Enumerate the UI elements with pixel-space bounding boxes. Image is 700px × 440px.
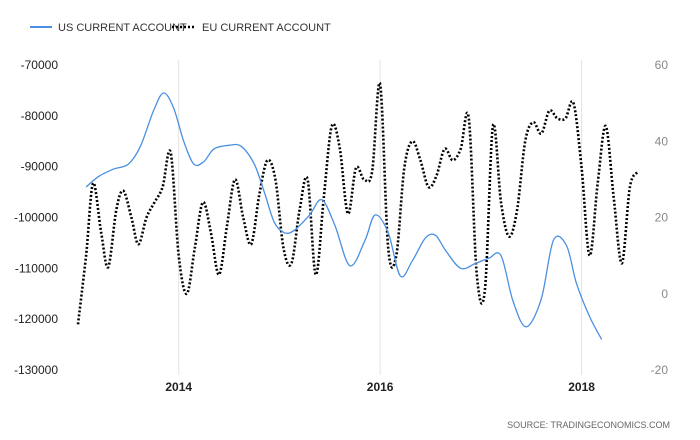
- source-label: SOURCE: TRADINGECONOMICS.COM: [507, 420, 670, 430]
- tick-right-0: 60: [655, 58, 669, 72]
- tick-right-4: -20: [651, 363, 669, 377]
- tick-left-1: -80000: [21, 109, 59, 123]
- tick-left-5: -120000: [14, 312, 58, 326]
- tick-x-1: 2016: [367, 380, 394, 394]
- axis-right: 60 40 20 0 -20: [651, 58, 669, 377]
- tick-left-0: -70000: [21, 58, 59, 72]
- series-layer: [76, 81, 640, 340]
- tick-right-2: 20: [655, 211, 669, 225]
- tick-left-6: -130000: [14, 363, 58, 377]
- axis-x: 2014 2016 2018: [165, 380, 595, 394]
- tick-right-3: 0: [661, 287, 668, 301]
- series-line-us: [85, 92, 603, 340]
- series-line-eu: [76, 81, 640, 325]
- legend-label-eu: EU CURRENT ACCOUNT: [202, 22, 331, 34]
- tick-right-1: 40: [655, 134, 669, 148]
- tick-left-4: -110000: [15, 261, 58, 275]
- tick-left-3: -100000: [14, 211, 58, 225]
- tick-x-2: 2018: [568, 380, 595, 394]
- legend: US CURRENT ACCOUNT EU CURRENT ACCOUNT: [30, 22, 331, 34]
- axis-left: -70000 -80000 -90000 -100000 -110000 -120000 -…: [14, 58, 58, 377]
- legend-label-us: US CURRENT ACCOUNT: [58, 22, 187, 34]
- tick-x-0: 2014: [165, 380, 192, 394]
- tick-left-2: -90000: [21, 160, 59, 174]
